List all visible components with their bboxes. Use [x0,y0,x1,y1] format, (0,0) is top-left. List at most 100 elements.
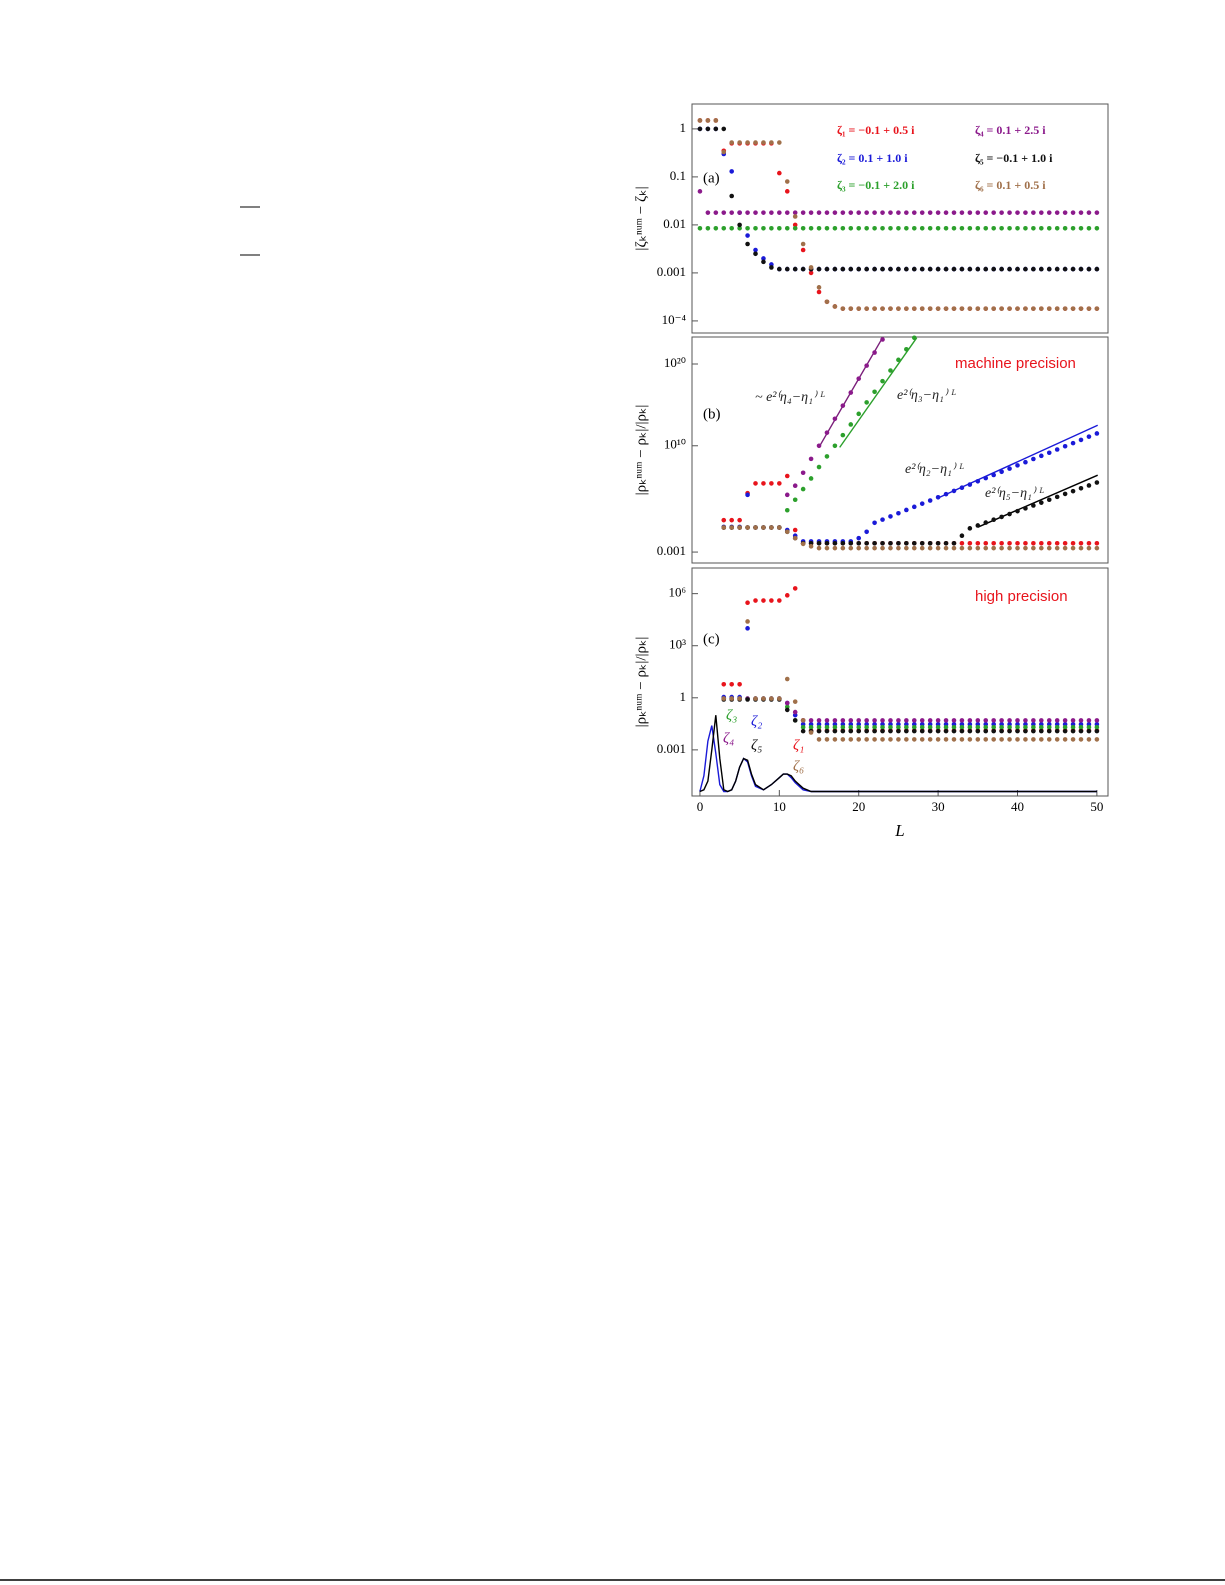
data-point [864,225,869,231]
data-point [983,520,989,525]
data-point [1046,718,1052,723]
plot-frame [691,567,1109,797]
data-point [991,472,996,478]
data-point [991,225,996,231]
annotation: e²⁽η₅−η₁⁾ ᴸ [985,486,1044,501]
data-point [737,696,742,701]
data-point [888,545,893,551]
data-point [697,225,703,231]
data-point [729,517,734,523]
data-point [951,728,957,734]
data-point [840,540,846,546]
data-point [880,517,885,522]
data-point [784,593,790,598]
data-point [943,718,949,723]
data-point [959,266,965,272]
data-point [729,681,734,687]
legend-entry: ζ₄ = 0.1 + 2.5 i [975,123,1046,137]
data-point [919,718,925,723]
data-point [1046,724,1052,730]
data-point [737,140,742,145]
data-point [840,737,846,742]
data-point [943,545,949,551]
data-point [983,728,989,734]
data-point [824,430,830,435]
panel-label: (b) [703,406,721,422]
y-tick-label: 10⁻⁴ [662,312,687,327]
data-point [769,210,774,215]
data-point [1046,545,1052,551]
data-point [848,737,854,742]
data-point [721,149,727,155]
data-point [769,225,774,231]
data-point [1070,545,1076,551]
data-point [888,368,893,373]
data-point [919,501,925,506]
data-point [864,728,869,734]
data-point [1023,724,1028,730]
data-point [769,140,774,145]
data-point [792,225,798,231]
data-point [1007,737,1012,742]
data-point [1062,306,1068,311]
data-point [840,724,846,730]
data-point [784,700,790,706]
data-point [911,737,917,742]
data-point [856,411,862,417]
data-point [896,718,901,723]
data-point [792,483,798,489]
data-point [959,737,965,742]
data-point [1023,737,1028,742]
data-point [872,266,877,272]
data-point [967,306,973,311]
data-point [904,507,909,513]
data-point [999,737,1004,742]
data-point [880,266,885,272]
data-point [761,259,766,265]
data-point [896,225,901,231]
data-point [943,540,949,546]
annotation: ζ₆ [793,758,804,774]
data-point [824,210,830,215]
data-point [935,718,941,723]
data-point [840,545,846,551]
data-point [848,210,854,215]
data-point [999,545,1004,551]
data-point [1039,540,1044,546]
data-point [1070,737,1076,742]
data-point [761,210,766,215]
data-point [983,540,989,546]
data-point [784,210,790,215]
data-point [991,545,996,551]
y-axis-label: |ρₖⁿᵘᵐ − ρₖ|/|ρₖ| [633,637,649,728]
data-point [896,510,901,516]
data-point [1031,225,1036,231]
data-point [1062,545,1068,551]
data-point [737,681,742,687]
data-point [904,346,909,352]
data-point [784,492,790,498]
data-point [745,233,750,238]
data-point [697,126,703,132]
data-point [1007,545,1012,551]
data-point [872,540,877,546]
data-point [927,728,933,734]
data-point [856,540,862,546]
data-point [975,724,981,730]
data-point [824,737,830,742]
data-point [1015,266,1020,272]
data-point [943,266,949,272]
data-point [1086,266,1092,272]
data-point [880,378,885,384]
data-point [911,540,917,546]
data-point [1015,508,1020,514]
y-tick-label: 1 [680,120,687,135]
x-tick-label: 50 [1090,799,1103,814]
data-point [784,473,790,479]
data-point [904,210,909,215]
data-point [888,737,893,742]
data-point [1023,306,1028,311]
data-point [848,422,854,427]
data-point [856,728,862,734]
data-point [713,126,719,132]
